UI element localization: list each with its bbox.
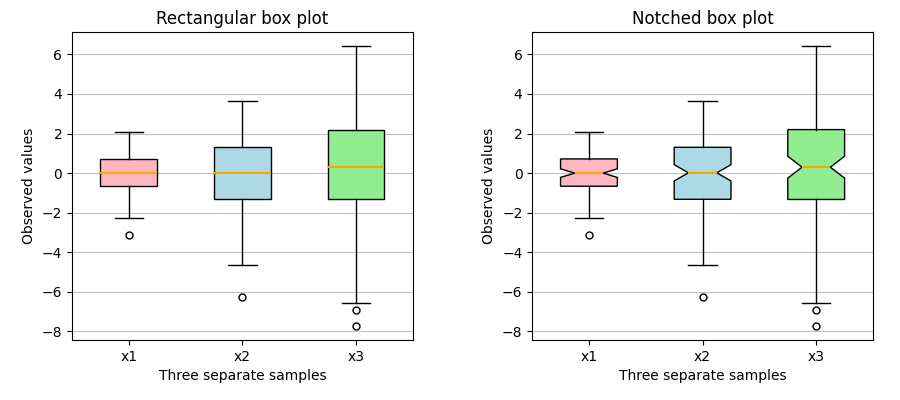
Y-axis label: Observed values: Observed values xyxy=(22,128,36,244)
PathPatch shape xyxy=(214,147,271,199)
X-axis label: Three separate samples: Three separate samples xyxy=(158,369,326,383)
PathPatch shape xyxy=(674,147,731,199)
PathPatch shape xyxy=(788,130,844,200)
Title: Rectangular box plot: Rectangular box plot xyxy=(157,10,328,28)
X-axis label: Three separate samples: Three separate samples xyxy=(619,369,787,383)
Y-axis label: Observed values: Observed values xyxy=(482,128,497,244)
Title: Notched box plot: Notched box plot xyxy=(632,10,773,28)
PathPatch shape xyxy=(328,130,384,200)
PathPatch shape xyxy=(561,159,617,186)
PathPatch shape xyxy=(101,159,158,186)
